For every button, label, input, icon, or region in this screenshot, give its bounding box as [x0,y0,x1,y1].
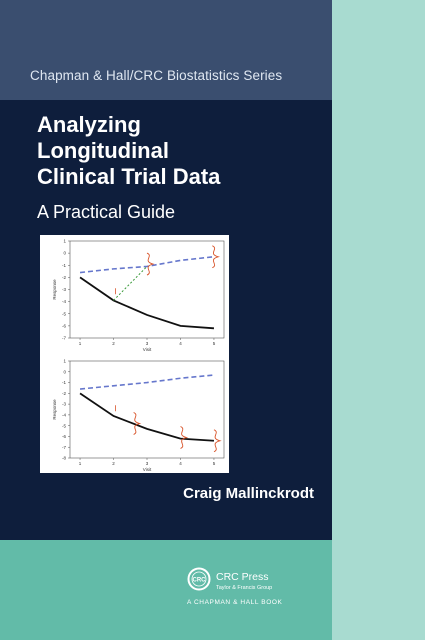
density-curve [212,245,220,269]
title-line: Clinical Trial Data [37,164,221,189]
y-tick-label: -6 [62,434,66,439]
crc-press-logo: CRC [187,567,211,591]
density-curve [133,412,142,435]
x-tick-label: 5 [213,341,216,346]
publisher-imprint: A CHAPMAN & HALL BOOK [187,599,283,606]
density-curve [146,252,155,276]
y-tick-label: 1 [63,239,66,244]
y-tick-label: 0 [63,369,66,374]
x-axis-label: Visit [143,467,152,472]
series-name: Chapman & Hall/CRC Biostatistics Series [30,68,283,83]
y-tick-label: -3 [62,287,66,292]
y-tick-label: -7 [62,336,66,341]
y-axis-label: Response [52,279,57,300]
publisher-group: Taylor & Francis Group [216,585,273,591]
density-curve [213,429,222,453]
x-axis-label: Visit [143,347,152,352]
cover-figure: 1 0 -1 -2 -3 -4 -5 -6 -7 1 2 3 4 5 Visit Response 1 0 -1 -2… [40,235,229,473]
response-series-line [79,276,215,330]
y-tick-label: -8 [62,456,66,461]
response-series-line [79,392,215,442]
logo-text: CRC [193,577,207,583]
bottom-band [0,540,332,640]
author-name: Craig Mallinckrodt [183,485,314,502]
y-tick-label: -4 [62,299,66,304]
x-tick-label: 1 [79,461,82,466]
x-tick-label: 1 [79,341,82,346]
title-line: Longitudinal [37,138,169,163]
reference-series-line [79,255,215,274]
y-tick-label: -2 [62,275,66,280]
y-tick-label: -4 [62,412,66,417]
dropout-series-line [113,266,148,301]
top-band [0,0,332,100]
y-tick-label: -1 [62,263,66,268]
x-tick-label: 3 [146,341,149,346]
x-tick-label: 2 [112,341,115,346]
y-tick-label: 1 [63,359,66,364]
spine-strip [332,0,425,640]
publisher-name: CRC Press [216,571,269,583]
plot-frame [69,240,225,339]
y-tick-label: -1 [62,380,66,385]
cover-charts: 1 0 -1 -2 -3 -4 -5 -6 -7 1 2 3 4 5 Visit Response 1 0 -1 -2… [52,239,225,472]
x-tick-label: 2 [112,461,115,466]
reference-series-line [79,374,215,390]
y-tick-label: -5 [62,311,66,316]
y-tick-label: -5 [62,423,66,428]
book-subtitle: A Practical Guide [37,202,176,222]
y-axis-label: Response [52,399,57,420]
title-line: Analyzing [37,112,141,137]
x-tick-label: 4 [179,341,182,346]
book-title: Analyzing Longitudinal Clinical Trial Da… [37,112,322,190]
y-tick-label: -6 [62,323,66,328]
x-tick-label: 3 [146,461,149,466]
x-tick-label: 5 [213,461,216,466]
y-tick-label: -7 [62,445,66,450]
y-tick-label: -3 [62,402,66,407]
y-tick-label: 0 [63,251,66,256]
y-tick-label: -2 [62,391,66,396]
x-tick-label: 4 [179,461,182,466]
density-curve [180,426,189,449]
